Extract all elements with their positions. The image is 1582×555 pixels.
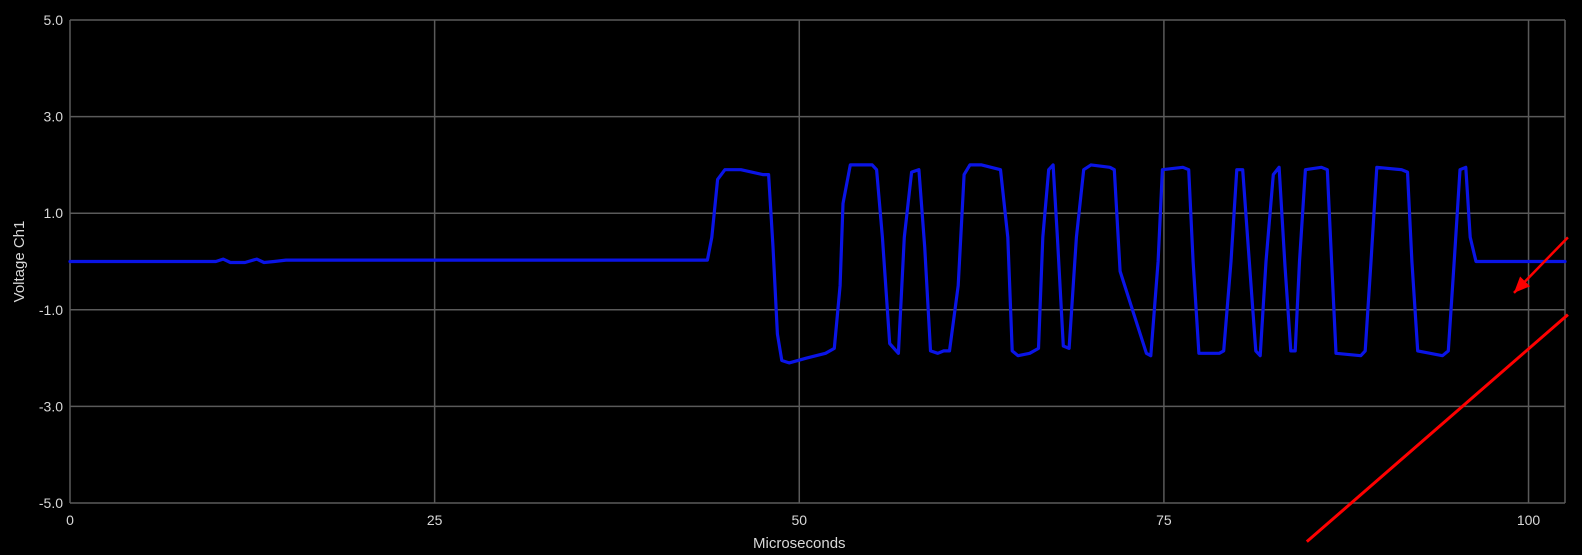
y-tick-label: 5.0 [44, 12, 64, 28]
series-line [68, 163, 1567, 365]
x-tick-label: 25 [427, 512, 443, 528]
y-tick-label: 3.0 [44, 109, 64, 125]
annotations-group [1305, 236, 1569, 543]
x-tick-label: 50 [791, 512, 807, 528]
y-axis-title: Voltage Ch1 [11, 221, 28, 303]
y-tick-label: -3.0 [39, 398, 63, 414]
y-tick-label: -1.0 [39, 302, 63, 318]
x-axis-title: Microseconds [753, 535, 846, 552]
y-axis-ticks: 5.0 3.0 1.0 -1.0 -3.0 -5.0 [39, 12, 63, 511]
x-tick-label: 75 [1156, 512, 1172, 528]
chart-grid [69, 19, 1566, 504]
series-group [68, 163, 1567, 365]
y-tick-label: 1.0 [44, 205, 64, 221]
x-tick-label: 0 [66, 512, 74, 528]
y-tick-label: -5.0 [39, 495, 63, 511]
x-axis-ticks: 0 25 50 75 100 [66, 512, 1540, 528]
annotation-arrow-head [1513, 276, 1531, 293]
annotation-line [1305, 313, 1569, 543]
x-tick-label: 100 [1517, 512, 1541, 528]
